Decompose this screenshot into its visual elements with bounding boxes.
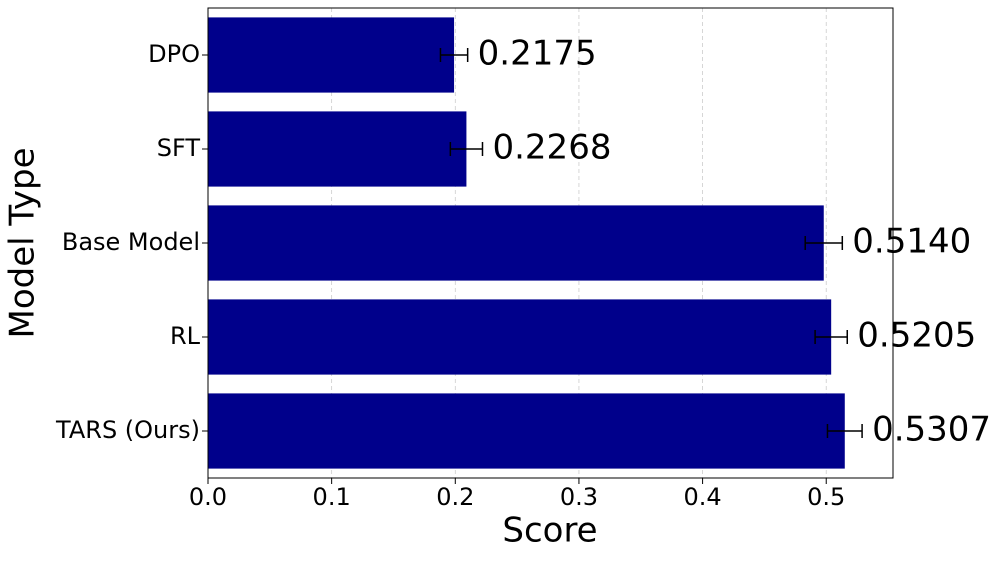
x-tick-label: 0.5	[807, 483, 845, 511]
x-tick-label: 0.1	[313, 483, 351, 511]
bar-annotation: 0.5140	[852, 222, 971, 262]
y-tick-label: RL	[170, 322, 201, 350]
bar-annotation: 0.5307	[872, 410, 991, 450]
x-tick-label: 0.0	[189, 483, 227, 511]
x-tick-label: 0.3	[560, 483, 598, 511]
y-tick-label: SFT	[157, 134, 201, 162]
bar	[208, 205, 824, 281]
y-tick-label: TARS (Ours)	[55, 416, 200, 444]
bar	[208, 299, 832, 375]
bar-annotation: 0.2268	[492, 128, 611, 168]
bar-annotation: 0.2175	[478, 34, 597, 74]
bar	[208, 393, 845, 469]
bar	[208, 17, 455, 93]
y-tick-label: DPO	[148, 40, 200, 68]
x-tick-label: 0.2	[436, 483, 474, 511]
plot-frame	[207, 7, 894, 479]
bar	[208, 111, 467, 187]
y-axis-title: Model Type	[3, 148, 43, 339]
x-tick-label: 0.4	[683, 483, 721, 511]
bar-annotation: 0.5205	[857, 316, 976, 356]
x-axis-title: Score	[502, 511, 597, 551]
y-tick-label: Base Model	[62, 228, 200, 256]
